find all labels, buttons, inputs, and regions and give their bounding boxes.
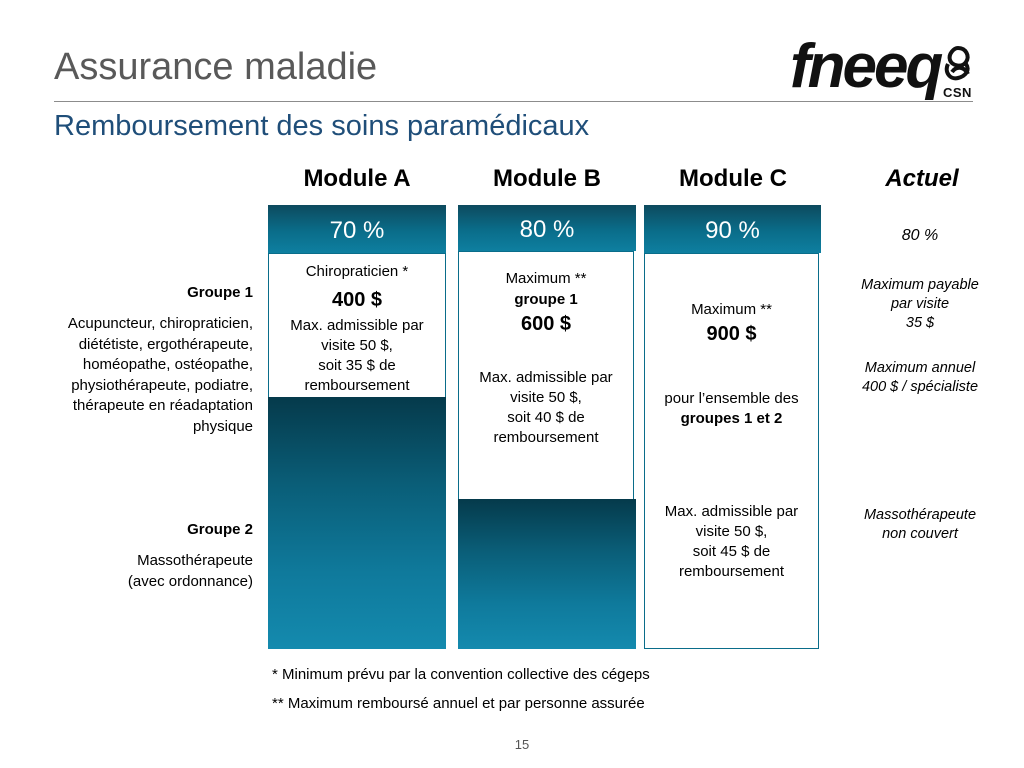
module-a-group1-box bbox=[268, 253, 446, 398]
actuel-visit-line: 35 $ bbox=[905, 315, 935, 331]
actuel-annual-line: 400 $ / spécialiste bbox=[861, 379, 979, 395]
module-a-amount: 400 $ bbox=[331, 289, 383, 311]
module-c-scope-line: pour l’ensemble des bbox=[664, 390, 799, 407]
actuel-annual-max: Maximum annuel 400 $ / spécialiste bbox=[848, 359, 992, 397]
module-a-detail-line: visite 50 $, bbox=[321, 337, 393, 354]
module-a-filled-block bbox=[268, 397, 446, 649]
module-a-detail-line: remboursement bbox=[304, 377, 410, 394]
module-c-max-label: Maximum ** bbox=[691, 301, 772, 318]
module-a-header: Module A bbox=[303, 165, 411, 192]
module-b-detail-line: visite 50 $, bbox=[510, 389, 582, 406]
logo-csn-label: CSN bbox=[943, 85, 972, 100]
module-c-detail-line: Max. admissible par bbox=[664, 503, 799, 520]
module-b-group1-box bbox=[458, 251, 634, 500]
module-b-filled-block bbox=[458, 499, 636, 649]
module-c-detail-line: soit 45 $ de bbox=[692, 543, 771, 560]
groupe1-line: Acupuncteur, chiropraticien, bbox=[67, 315, 253, 332]
actuel-header: Actuel bbox=[885, 165, 959, 192]
module-b-amount: 600 $ bbox=[520, 313, 572, 335]
module-a-rate-banner: 70 % bbox=[268, 205, 446, 253]
actuel-masso-line: Massothérapeute bbox=[863, 507, 977, 523]
actuel-visit-line: Maximum payable bbox=[861, 277, 979, 293]
actuel-annual-line: Maximum annuel bbox=[864, 360, 976, 376]
module-b-detail-line: Max. admissible par bbox=[479, 369, 613, 386]
actuel-visit-max: Maximum payable par visite 35 $ bbox=[848, 276, 992, 333]
groupe2-line: Massothérapeute bbox=[137, 552, 253, 569]
actuel-masso-line: non couvert bbox=[882, 526, 958, 542]
groupe1-professions: Acupuncteur, chiropraticien, diététiste,… bbox=[20, 314, 253, 437]
module-c-detail-line: visite 50 $, bbox=[695, 523, 768, 540]
groupe2-professions: Massothérapeute (avec ordonnance) bbox=[20, 551, 253, 592]
logo-wordmark: fneeq bbox=[790, 32, 943, 101]
footnote-2: ** Maximum remboursé annuel et par perso… bbox=[272, 695, 645, 712]
title-divider bbox=[54, 101, 973, 102]
module-a-details: Max. admissible par visite 50 $, soit 35… bbox=[268, 316, 446, 396]
groupe2-title: Groupe 2 bbox=[187, 521, 253, 538]
module-c-rate: 90 % bbox=[705, 217, 760, 244]
module-b-detail-line: remboursement bbox=[493, 429, 599, 446]
groupe1-line: homéopathe, ostéopathe, bbox=[82, 356, 253, 373]
module-b-details: Max. admissible par visite 50 $, soit 40… bbox=[458, 368, 634, 448]
module-b-detail-line: soit 40 $ de bbox=[507, 409, 585, 426]
module-c-rate-banner: 90 % bbox=[644, 205, 821, 253]
module-c-amount: 900 $ bbox=[706, 323, 757, 345]
module-c-details: Max. admissible par visite 50 $, soit 45… bbox=[644, 502, 819, 582]
module-c-box bbox=[644, 253, 819, 649]
module-b-group-label: groupe 1 bbox=[514, 291, 578, 308]
groupe1-line: physiothérapeute, podiatre, bbox=[71, 376, 253, 394]
module-b-rate-banner: 80 % bbox=[458, 205, 636, 251]
module-a-label: Chiropraticien * bbox=[305, 263, 409, 280]
actuel-visit-line: par visite bbox=[890, 296, 950, 312]
page-number: 15 bbox=[514, 737, 530, 752]
module-c-detail-line: remboursement bbox=[678, 563, 785, 580]
module-a-detail-line: soit 35 $ de bbox=[318, 357, 396, 374]
fneeq-logo: fneeq CSN bbox=[790, 34, 980, 104]
module-a-rate: 70 % bbox=[329, 217, 385, 244]
slide-subtitle: Remboursement des soins paramédicaux bbox=[54, 110, 590, 142]
groupe1-title: Groupe 1 bbox=[187, 284, 253, 301]
module-b-max-label: Maximum ** bbox=[505, 270, 587, 287]
groupe1-line: diététiste, ergothérapeute, bbox=[78, 335, 253, 353]
groupe1-line: physique bbox=[192, 417, 253, 435]
slide-title: Assurance maladie bbox=[54, 46, 378, 88]
actuel-masso: Massothérapeute non couvert bbox=[848, 506, 992, 544]
groupe1-line: thérapeute en réadaptation bbox=[72, 397, 253, 414]
logo-knot-icon bbox=[944, 45, 970, 81]
footnote-1: * Minimum prévu par la convention collec… bbox=[272, 666, 650, 683]
module-c-header: Module C bbox=[679, 165, 787, 192]
module-c-scope-groups: groupes 1 et 2 bbox=[680, 410, 783, 427]
module-b-header: Module B bbox=[493, 165, 601, 192]
module-a-detail-line: Max. admissible par bbox=[290, 317, 424, 334]
groupe2-line: (avec ordonnance) bbox=[127, 572, 253, 590]
module-b-rate: 80 % bbox=[519, 216, 575, 243]
actuel-rate: 80 % bbox=[901, 227, 939, 244]
